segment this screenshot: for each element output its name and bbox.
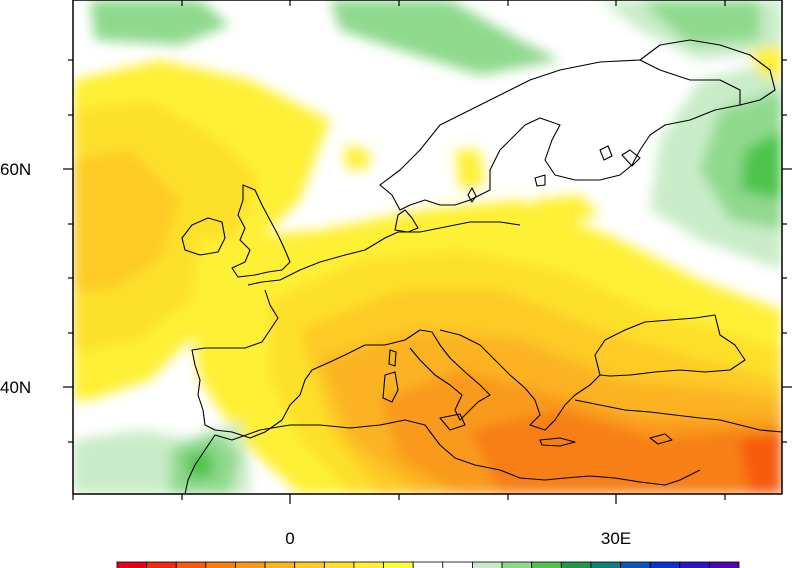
lake-ladoga bbox=[599, 145, 613, 161]
turkey-coast bbox=[574, 399, 782, 433]
colorbar-swatch bbox=[353, 561, 384, 568]
lake-onega bbox=[621, 149, 641, 167]
corsica-coast bbox=[388, 349, 397, 367]
gotland-coast bbox=[467, 187, 477, 203]
colorbar-swatch bbox=[501, 561, 533, 568]
morocco-coast bbox=[184, 434, 216, 494]
western-europe-coast bbox=[247, 221, 521, 286]
lon-label-30e: 30E bbox=[601, 529, 631, 548]
lon-label-0: 0 bbox=[285, 529, 294, 548]
kola-coast bbox=[639, 39, 776, 106]
colorbar-swatch bbox=[620, 561, 651, 568]
colorbar-swatch bbox=[264, 561, 296, 568]
coastlines bbox=[181, 39, 782, 494]
colorbar bbox=[116, 561, 740, 568]
ireland-coast bbox=[181, 217, 226, 256]
colorbar-swatch bbox=[383, 561, 414, 568]
map-border bbox=[72, 0, 783, 495]
colorbar-swatch bbox=[649, 561, 681, 568]
scandinavia-coast bbox=[379, 59, 741, 211]
colorbar-swatch bbox=[116, 561, 148, 568]
north-africa-coast bbox=[214, 419, 701, 486]
sicily-coast bbox=[439, 413, 466, 431]
colorbar-swatch bbox=[590, 561, 621, 568]
cyprus-coast bbox=[649, 433, 673, 445]
iberia-coast bbox=[191, 289, 346, 439]
lat-label-40n: 40N bbox=[0, 378, 31, 397]
italy-coast bbox=[344, 329, 491, 421]
shaded-field bbox=[73, 0, 782, 494]
colorbar-swatch bbox=[146, 561, 177, 568]
colorbar-swatch bbox=[235, 561, 266, 568]
colorbar-swatch bbox=[679, 561, 710, 568]
aland-coast bbox=[534, 174, 546, 187]
black-sea-coast bbox=[594, 314, 746, 377]
crete-coast bbox=[539, 437, 576, 447]
colorbar-swatch bbox=[531, 561, 562, 568]
colorbar-swatch bbox=[412, 561, 444, 568]
lat-label-60n: 60N bbox=[0, 160, 31, 179]
colorbar-swatch bbox=[472, 561, 503, 568]
colorbar-swatch bbox=[294, 561, 325, 568]
sardinia-coast bbox=[382, 371, 399, 403]
tick-marks bbox=[63, 0, 792, 504]
colorbar-swatch bbox=[175, 561, 207, 568]
colorbar-swatch bbox=[323, 561, 355, 568]
colorbar-swatch bbox=[442, 561, 473, 568]
great-britain-coast bbox=[231, 184, 291, 278]
colorbar-swatch bbox=[205, 561, 236, 568]
colorbar-swatch bbox=[560, 561, 592, 568]
balkans-coast bbox=[439, 329, 601, 431]
colorbar-swatch bbox=[708, 561, 740, 568]
